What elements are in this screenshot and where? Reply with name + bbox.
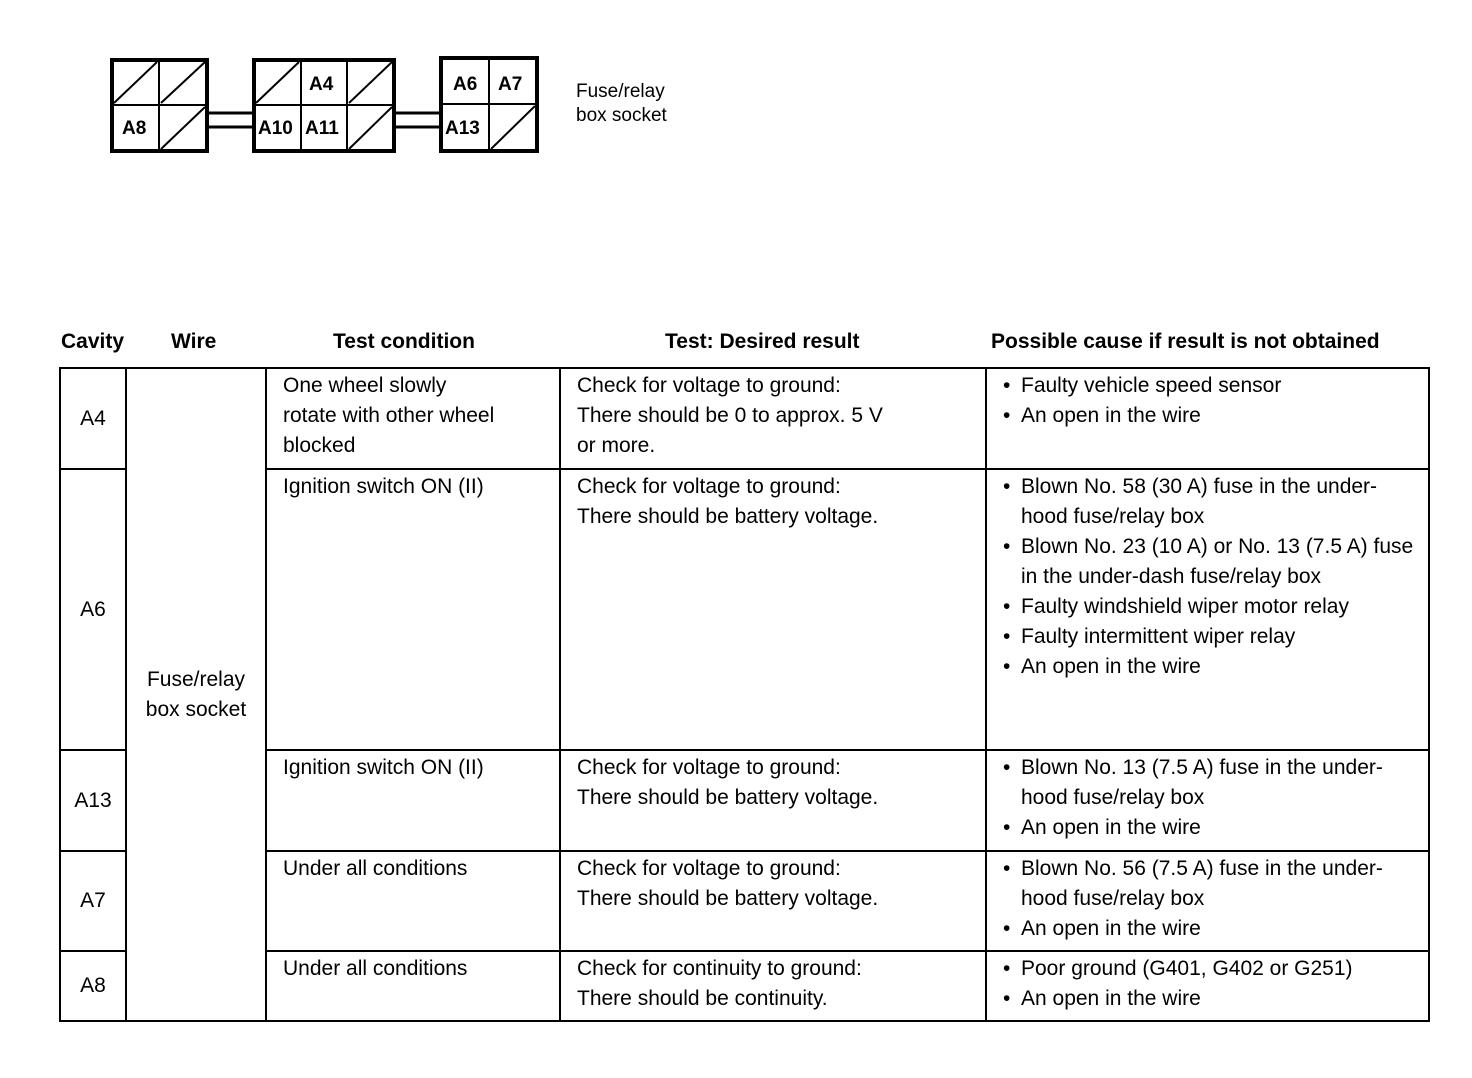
header-cause: Possible cause if result is not obtained [991,330,1380,353]
cause: Blown No. 58 (30 A) fuse in the under-ho… [1003,472,1414,532]
result: Check for voltage to ground: There shoul… [559,468,987,751]
cause: An open in the wire [1003,652,1414,682]
result: Check for continuity to ground: There sh… [559,950,987,1022]
cause: An open in the wire [1003,914,1414,944]
cavity: A4 [59,367,127,470]
wire: Fuse/relay box socket [125,367,267,1022]
test-table: A4 Fuse/relay box socket One wheel slowl… [59,367,1430,1022]
cause: Faulty intermittent wiper relay [1003,622,1414,652]
cause: Faulty windshield wiper motor relay [1003,592,1414,622]
cause: Blown No. 56 (7.5 A) fuse in the under-h… [1003,854,1414,914]
pin-a7: A7 [498,74,522,95]
condition: Under all conditions [265,850,561,952]
table-row: A6 Ignition switch ON (II) Check for vol… [59,468,1430,751]
table-row: A7 Under all conditions Check for voltag… [59,850,1430,952]
fuse-relay-socket-diagram: A8 A4 A10 A11 A6 A7 A13 [110,56,539,153]
result: Check for voltage to ground: There shoul… [559,367,987,470]
pin-a8: A8 [122,118,146,139]
causes: Blown No. 56 (7.5 A) fuse in the under-h… [985,850,1430,952]
cause: An open in the wire [1003,984,1414,1014]
result: Check for voltage to ground: There shoul… [559,850,987,952]
pin-a6: A6 [453,74,477,95]
condition: Under all conditions [265,950,561,1022]
condition: One wheel slowly rotate with other wheel… [265,367,561,470]
pin-a13: A13 [445,118,480,139]
causes: Blown No. 58 (30 A) fuse in the under-ho… [985,468,1430,751]
pin-a10: A10 [258,118,293,139]
causes: Blown No. 13 (7.5 A) fuse in the under-h… [985,749,1430,852]
table-row: A8 Under all conditions Check for contin… [59,950,1430,1022]
header-cavity: Cavity [61,330,125,353]
table-row: A13 Ignition switch ON (II) Check for vo… [59,749,1430,852]
cavity: A8 [59,950,127,1022]
cause: Blown No. 23 (10 A) or No. 13 (7.5 A) fu… [1003,532,1414,592]
pin-a4: A4 [309,74,334,95]
cause: An open in the wire [1003,813,1414,843]
cause: An open in the wire [1003,401,1414,431]
header-result: Test: Desired result [665,330,860,353]
cavity: A6 [59,468,127,751]
result: Check for voltage to ground: There shoul… [559,749,987,852]
condition: Ignition switch ON (II) [265,749,561,852]
cavity: A7 [59,850,127,952]
pin-a11: A11 [305,118,339,139]
header-wire: Wire [171,330,217,353]
causes: Faulty vehicle speed sensorAn open in th… [985,367,1430,470]
socket-label: Fuse/relay box socket [576,81,667,126]
causes: Poor ground (G401, G402 or G251)An open … [985,950,1430,1022]
header-condition: Test condition [333,330,475,353]
condition: Ignition switch ON (II) [265,468,561,751]
cause: Faulty vehicle speed sensor [1003,371,1414,401]
cavity: A13 [59,749,127,852]
cause: Blown No. 13 (7.5 A) fuse in the under-h… [1003,753,1414,813]
table-row: A4 Fuse/relay box socket One wheel slowl… [59,367,1430,1022]
cause: Poor ground (G401, G402 or G251) [1003,954,1414,984]
